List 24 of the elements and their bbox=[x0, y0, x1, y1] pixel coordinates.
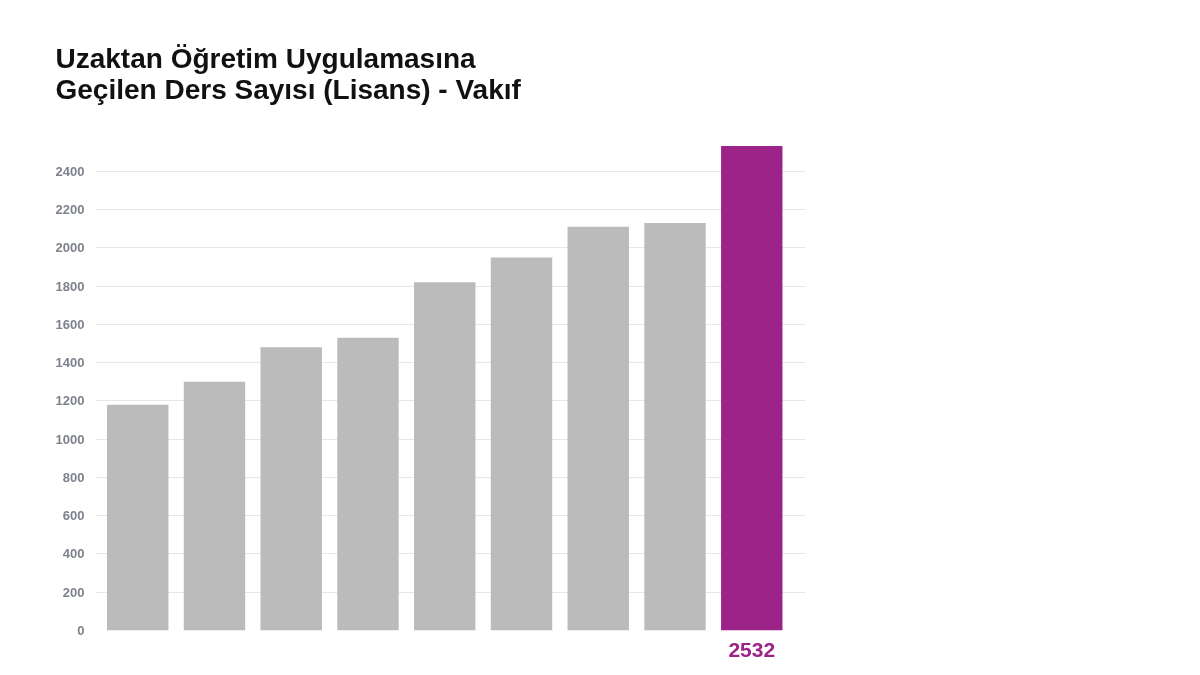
bar bbox=[183, 381, 246, 631]
y-tick-label: 1200 bbox=[55, 393, 85, 409]
bar bbox=[414, 282, 476, 631]
y-tick-label: 0 bbox=[77, 623, 85, 638]
bar bbox=[490, 257, 553, 631]
y-tick-label: 400 bbox=[62, 546, 85, 562]
bar bbox=[567, 226, 629, 631]
y-tick-label: 800 bbox=[62, 469, 85, 485]
y-tick-label: 600 bbox=[62, 508, 85, 524]
bar bbox=[337, 337, 399, 631]
bar bbox=[721, 146, 783, 631]
y-tick-label: 2400 bbox=[55, 163, 85, 179]
bar bbox=[644, 222, 706, 631]
y-tick-label: 200 bbox=[62, 584, 85, 600]
y-tick-label: 1000 bbox=[55, 431, 85, 447]
chart-title: Uzaktan Öğretim Uygulamasına Geçilen Ders Sayısı (Lisans) - Vakıf bbox=[55, 42, 522, 105]
y-tick-label: 2000 bbox=[55, 240, 85, 256]
bar bbox=[107, 404, 169, 631]
y-tick-label: 1800 bbox=[55, 278, 85, 294]
data-label: 2532 bbox=[728, 637, 776, 661]
bar bbox=[260, 347, 322, 631]
y-tick-label: 1600 bbox=[55, 316, 85, 332]
y-tick-label: 1400 bbox=[55, 355, 85, 371]
y-tick-label: 2200 bbox=[55, 202, 85, 218]
